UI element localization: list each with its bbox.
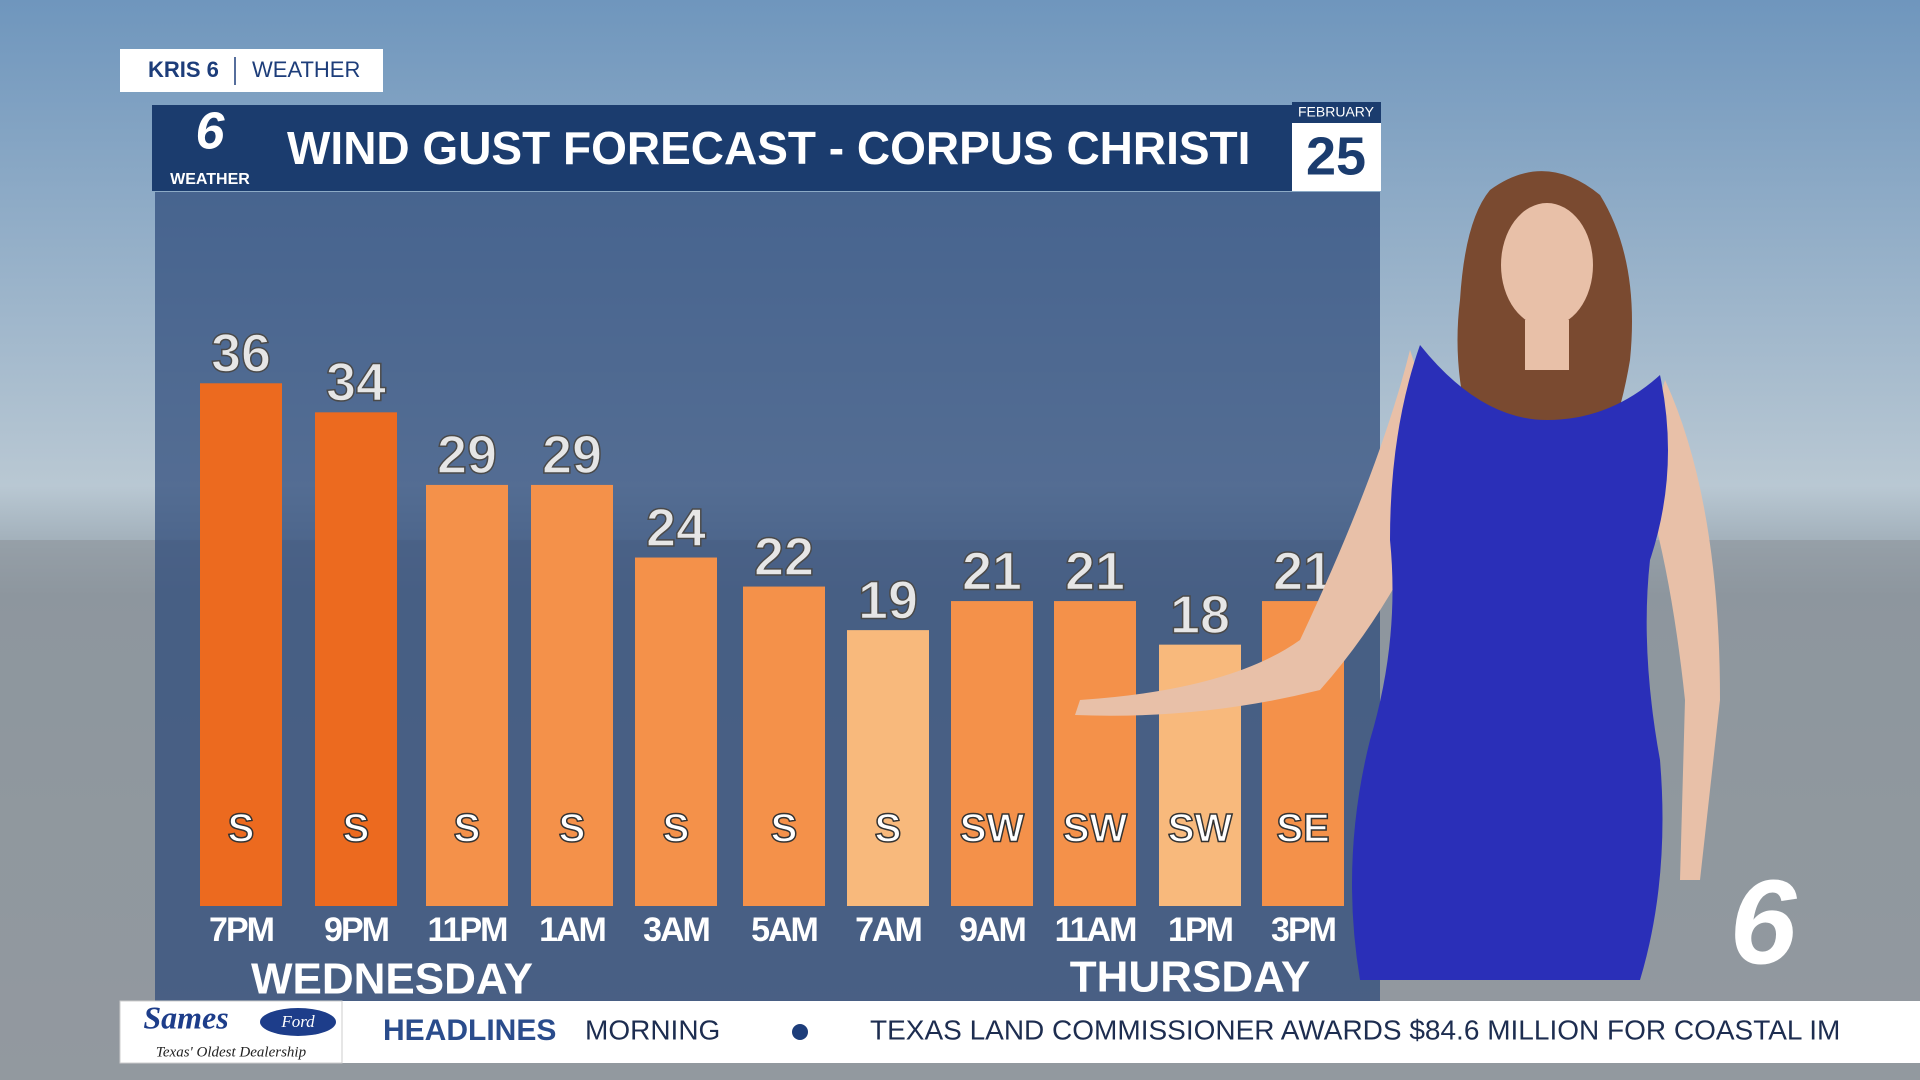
ticker-item: MORNING: [585, 1014, 720, 1045]
date-day: 25: [1306, 126, 1366, 186]
ticker-bar: [120, 1001, 1920, 1063]
x-tick-label: 3AM: [643, 911, 709, 949]
station-bug: 6: [1730, 856, 1798, 990]
wind-direction: SW: [960, 807, 1025, 851]
ticker-section: HEADLINES: [383, 1014, 556, 1047]
presenter: [1075, 171, 1720, 980]
bar: [1054, 601, 1136, 906]
x-tick-label: 11AM: [1055, 911, 1136, 949]
ticker-dot: [792, 1024, 808, 1040]
sponsor-name: Sames: [143, 999, 228, 1035]
chart-title: WIND GUST FORECAST - CORPUS CHRISTI: [287, 122, 1250, 174]
bar: [743, 586, 825, 906]
date-month-bar: [1292, 102, 1381, 123]
day-label: WEDNESDAY: [251, 955, 533, 1004]
value-label: 29: [542, 425, 602, 485]
bar-chart: 36 S 7PM 34 S 9PM 29 S 11PM 29 S 1AM 24 S 3AM 22 S 5AM 19 S…: [200, 323, 1344, 949]
sponsor-brand: Ford: [280, 1012, 315, 1031]
bar: [951, 601, 1033, 906]
wind-direction: S: [663, 807, 690, 851]
wind-direction: SW: [1063, 807, 1128, 851]
sponsor-tagline: Texas' Oldest Dealership: [156, 1044, 307, 1060]
value-label: 21: [1065, 541, 1125, 601]
station-section: WEATHER: [252, 57, 360, 82]
bar: [847, 630, 929, 906]
x-tick-label: 11PM: [428, 911, 508, 949]
bar: [635, 557, 717, 906]
wind-direction: S: [228, 807, 255, 851]
logo-label: WEATHER: [170, 171, 250, 188]
value-label: 18: [1170, 585, 1230, 645]
ticker-item: TEXAS LAND COMMISSIONER AWARDS $84.6 MIL…: [870, 1014, 1840, 1045]
x-tick-label: 9PM: [324, 911, 389, 949]
bar: [531, 484, 613, 906]
x-tick-label: 3PM: [1271, 911, 1336, 949]
x-tick-label: 9AM: [959, 911, 1025, 949]
value-label: 36: [211, 324, 271, 384]
x-tick-label: 1PM: [1168, 911, 1233, 949]
value-label: 24: [646, 498, 706, 558]
x-tick-label: 1AM: [539, 911, 605, 949]
date-month: FEBRUARY: [1298, 104, 1375, 120]
wind-direction: S: [875, 807, 902, 851]
logo-number: 6: [196, 103, 226, 161]
station-name: KRIS 6: [148, 57, 219, 82]
wind-direction: S: [771, 807, 798, 851]
x-tick-label: 7PM: [209, 911, 274, 949]
day-label: THURSDAY: [1070, 953, 1310, 1002]
x-tick-label: 5AM: [751, 911, 817, 949]
wind-direction: SE: [1276, 807, 1329, 851]
wind-direction: S: [454, 807, 481, 851]
x-tick-label: 7AM: [855, 911, 921, 949]
wind-direction: S: [559, 807, 586, 851]
value-label: 34: [326, 353, 386, 413]
value-label: 19: [858, 570, 918, 630]
title-bar: [152, 105, 1292, 191]
wind-direction: SW: [1168, 807, 1233, 851]
bar: [200, 383, 282, 906]
value-label: 29: [437, 425, 497, 485]
value-label: 22: [754, 527, 814, 587]
bar: [426, 484, 508, 906]
value-label: 21: [962, 541, 1022, 601]
wind-direction: S: [343, 807, 370, 851]
ford-oval: [260, 1008, 336, 1036]
station-tab: [120, 49, 383, 92]
bar: [315, 412, 397, 906]
